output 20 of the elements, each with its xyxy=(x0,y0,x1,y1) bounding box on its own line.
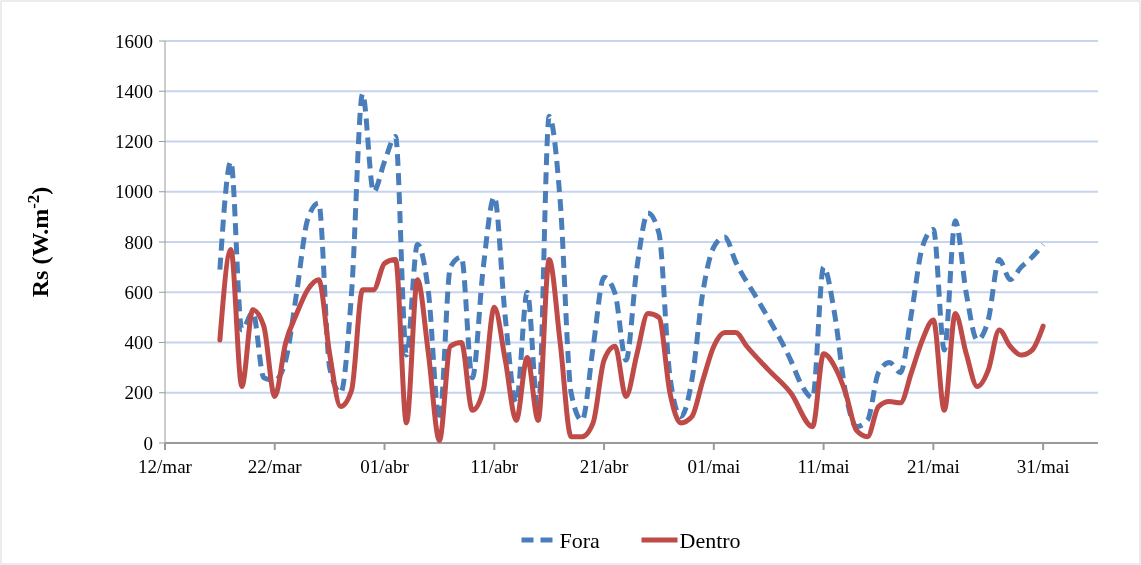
x-tick-label: 31/mai xyxy=(1016,456,1070,477)
y-tick-label: 1400 xyxy=(115,80,153,102)
y-tick-label: 400 xyxy=(124,332,153,354)
legend-label: Fora xyxy=(559,527,601,553)
y-tick-label: 0 xyxy=(143,432,153,454)
x-tick-label: 01/mai xyxy=(687,456,741,477)
x-tick-label: 21/mai xyxy=(906,456,960,477)
legend-label: Dentro xyxy=(679,527,741,553)
y-tick-label: 1600 xyxy=(115,30,153,52)
x-tick-label: 01/abr xyxy=(360,456,410,477)
y-tick-label: 1200 xyxy=(115,131,153,153)
y-tick-label: 200 xyxy=(124,382,153,404)
y-tick-label: 600 xyxy=(124,281,153,303)
y-tick-label: 1000 xyxy=(115,181,153,203)
x-tick-label: 22/mar xyxy=(247,456,303,477)
x-tick-label: 12/mar xyxy=(138,456,193,477)
y-tick-label: 800 xyxy=(124,231,153,253)
x-tick-label: 11/abr xyxy=(470,456,519,477)
x-tick-label: 11/mai xyxy=(797,456,850,477)
x-tick-label: 21/abr xyxy=(579,456,629,477)
